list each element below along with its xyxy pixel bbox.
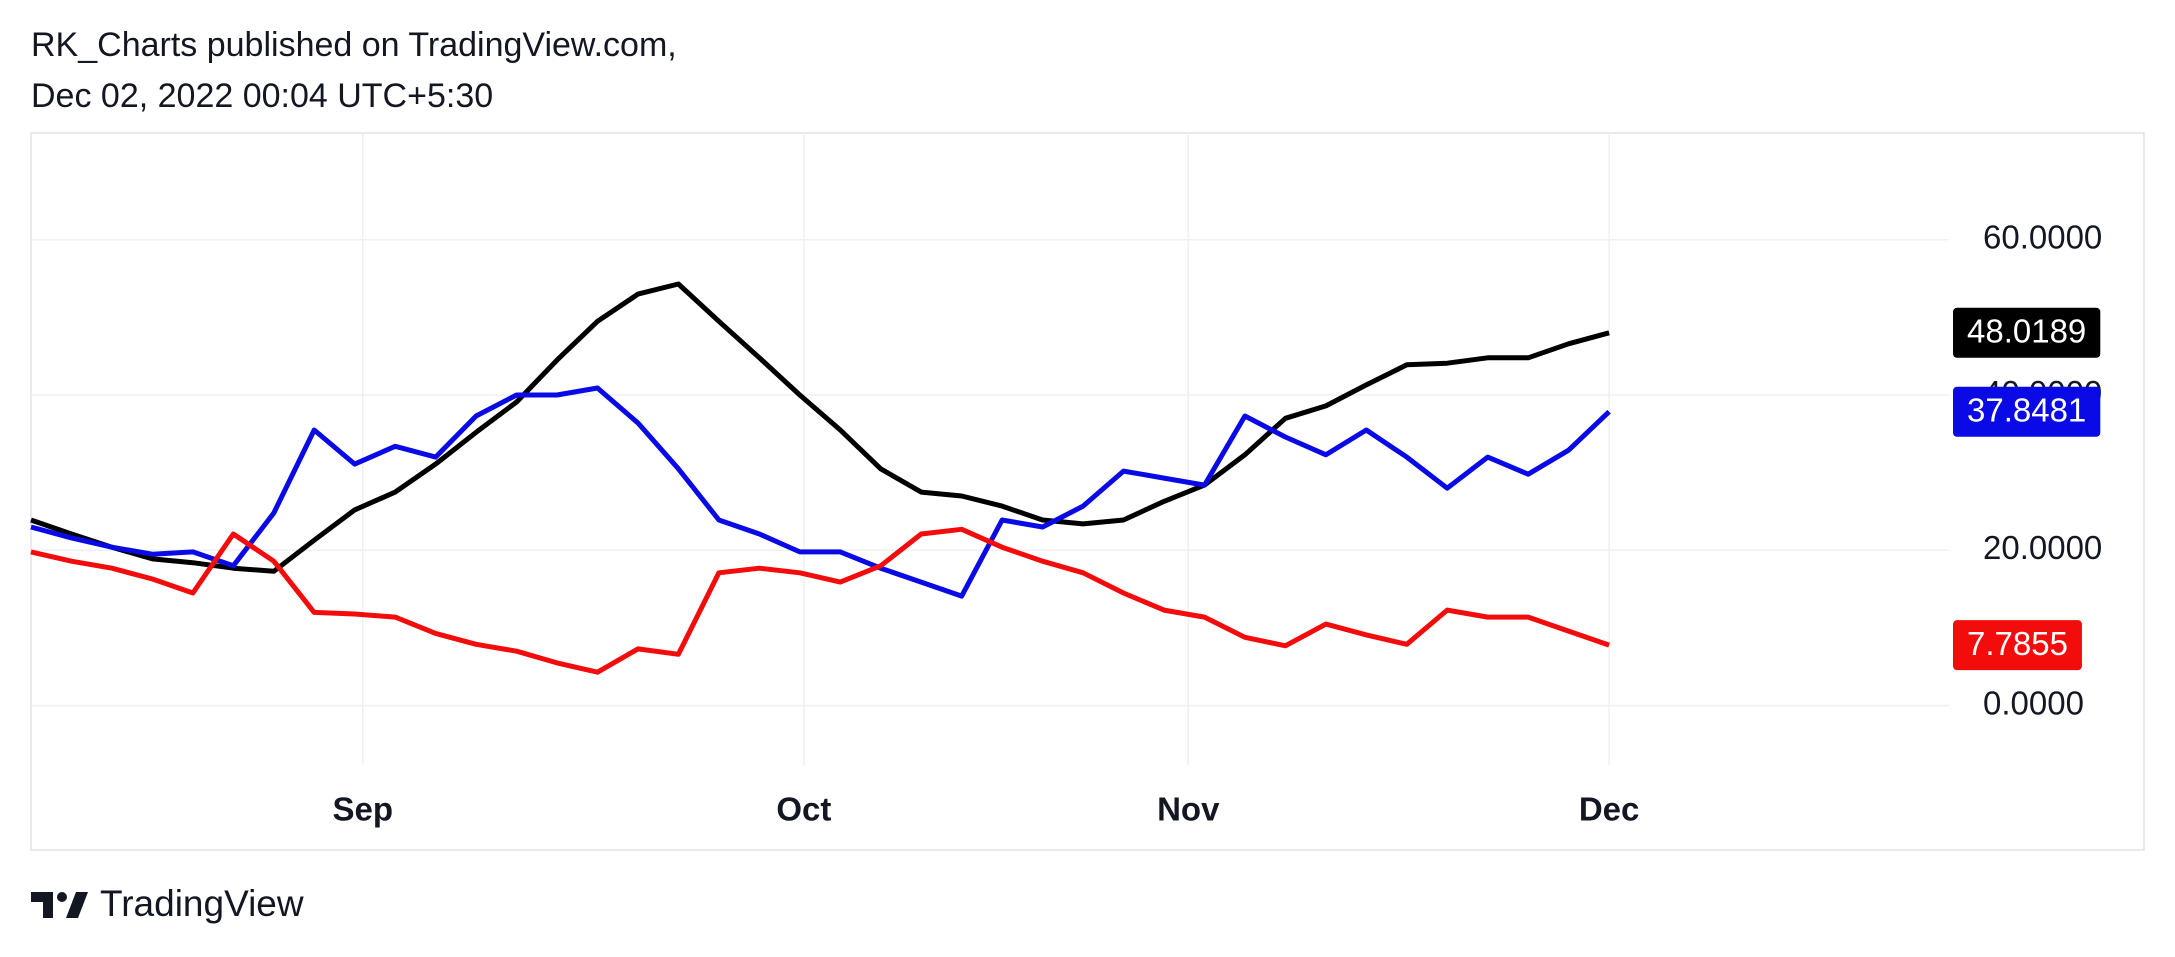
brand: TradingView (100, 883, 304, 924)
last-value-tag (1953, 620, 2082, 671)
publisher: RK_Charts published on TradingView.com, (31, 26, 677, 64)
plot-frame (30, 132, 2145, 851)
x-tick-label: Nov (1157, 791, 1220, 828)
last-value-label: 48.0189 (1967, 312, 2086, 349)
x-tick-label: Oct (776, 791, 831, 828)
last-value-label: 37.8481 (1967, 391, 2086, 428)
last-value-label: 7.7855 (1967, 625, 2068, 662)
series-line (30, 281, 1610, 574)
logo (31, 892, 88, 918)
y-tick-label: 60.0000 (1983, 218, 2102, 255)
series-line (30, 526, 1610, 675)
y-tick-label: 0.0000 (1983, 684, 2084, 721)
x-tick-label: Sep (333, 791, 394, 828)
series-line (30, 385, 1611, 599)
last-value-tag (1953, 307, 2101, 358)
y-tick-label: 20.0000 (1983, 529, 2102, 566)
last-value-tag (1953, 386, 2101, 437)
x-tick-label: Dec (1579, 791, 1640, 828)
timestamp: Dec 02, 2022 00:04 UTC+5:30 (31, 77, 493, 115)
